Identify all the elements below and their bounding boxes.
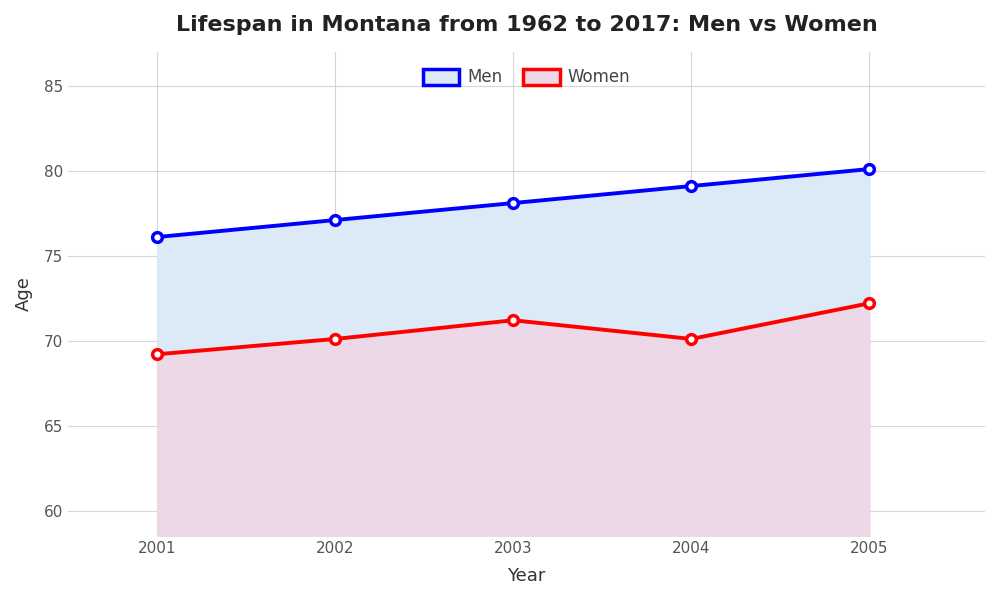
Legend: Men, Women: Men, Women [414, 60, 639, 95]
Title: Lifespan in Montana from 1962 to 2017: Men vs Women: Lifespan in Montana from 1962 to 2017: M… [176, 15, 878, 35]
Y-axis label: Age: Age [15, 277, 33, 311]
X-axis label: Year: Year [507, 567, 546, 585]
